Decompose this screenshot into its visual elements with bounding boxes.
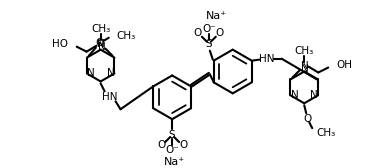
Text: HN: HN bbox=[102, 92, 117, 102]
Text: N: N bbox=[106, 69, 114, 78]
Text: O: O bbox=[216, 28, 224, 38]
Text: Na⁺: Na⁺ bbox=[206, 11, 227, 21]
Text: CH₃: CH₃ bbox=[91, 24, 110, 34]
Text: OH: OH bbox=[336, 59, 352, 70]
Text: N: N bbox=[301, 60, 308, 71]
Text: S: S bbox=[206, 39, 212, 49]
Text: O: O bbox=[96, 38, 104, 48]
Text: CH₃: CH₃ bbox=[316, 128, 335, 138]
Text: O⁻: O⁻ bbox=[202, 24, 216, 34]
Text: N: N bbox=[98, 42, 106, 52]
Text: S: S bbox=[169, 130, 176, 140]
Text: N: N bbox=[291, 90, 298, 100]
Text: CH₃: CH₃ bbox=[295, 46, 314, 56]
Text: N: N bbox=[97, 39, 105, 49]
Text: N: N bbox=[87, 69, 95, 78]
Text: O: O bbox=[194, 28, 202, 38]
Text: N: N bbox=[310, 90, 318, 100]
Text: O: O bbox=[179, 140, 187, 150]
Text: Na⁺: Na⁺ bbox=[163, 157, 185, 167]
Text: O: O bbox=[303, 114, 311, 124]
Text: HO: HO bbox=[52, 39, 68, 49]
Text: N: N bbox=[301, 64, 309, 74]
Text: CH₃: CH₃ bbox=[117, 31, 136, 41]
Text: HN: HN bbox=[259, 54, 274, 64]
Text: O⁻: O⁻ bbox=[165, 145, 179, 155]
Text: O: O bbox=[157, 140, 165, 150]
